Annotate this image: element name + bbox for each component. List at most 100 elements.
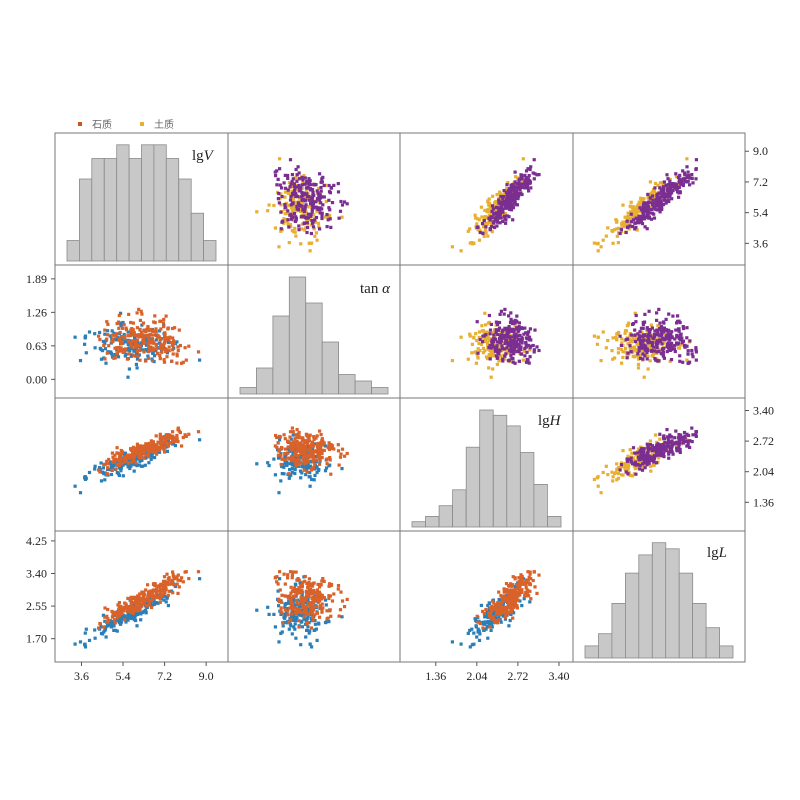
scatter-point [498,608,502,612]
scatter-point [302,609,306,613]
scatter-point [161,584,166,588]
scatter-point [312,601,316,605]
scatter-point [507,584,511,588]
scatter-point [685,336,689,340]
scatter-point [297,203,301,207]
scatter-point [317,593,322,597]
scatter-point [140,458,144,462]
scatter-point [299,613,303,617]
scatter-point [473,213,477,217]
scatter-point [297,464,301,468]
scatter-point [611,479,615,483]
scatter-point [669,332,673,337]
scatter-point [93,628,97,632]
scatter-point [286,451,290,455]
scatter-point [289,195,293,199]
scatter-point [614,335,618,340]
scatter-point [311,607,316,612]
scatter-point [520,576,524,580]
scatter-point [292,440,296,444]
scatter-point [176,578,180,582]
scatter-point [315,470,319,475]
scatter-point [515,604,519,608]
scatter-point [642,375,646,379]
scatter-point [304,635,308,639]
scatter-point [496,349,500,353]
scatter-point [306,625,310,629]
scatter-point [503,216,507,221]
scatter-point [504,221,508,225]
scatter-point [495,344,499,348]
scatter-point [477,238,482,242]
scatter-point [111,612,115,616]
scatter-point [658,207,662,211]
scatter-point [636,354,640,358]
scatter-point [691,181,695,185]
scatter-point [293,437,297,441]
scatter-point [117,610,121,614]
scatter-point [522,581,526,585]
scatter-point [656,324,660,328]
scatter-point [314,436,318,440]
scatter-point [287,601,291,605]
scatter-point [175,361,179,365]
scatter-point [637,204,641,208]
scatter-point [290,214,294,218]
scatter-point [661,435,666,439]
scatter-point [515,594,519,598]
scatter-point [302,466,306,470]
scatter-point [113,457,117,461]
scatter-point [497,212,501,216]
scatter-point [171,573,175,577]
scatter-point [300,619,304,623]
scatter-point [601,470,605,475]
scatter-point [319,583,323,587]
scatter-point [299,611,303,615]
scatter-point [677,329,681,333]
scatter-point [673,337,677,341]
scatter-point [628,348,632,352]
scatter-point [132,349,136,353]
scatter-point [284,186,288,190]
scatter-point [149,328,153,332]
scatter-point [657,307,661,311]
scatter-point [657,327,661,331]
scatter-point [314,458,319,462]
scatter-point [307,439,311,443]
scatter-point [131,332,136,337]
scatter-point [307,466,311,470]
scatter-point [297,228,301,232]
scatter-point [311,225,316,229]
scatter-point [317,448,322,452]
scatter-point [690,426,694,430]
scatter-point [505,605,509,609]
scatter-point [637,200,641,204]
scatter-point [634,349,638,353]
scatter-point [177,328,181,332]
scatter-point [645,212,649,216]
scatter-point [650,211,654,215]
scatter-point [297,586,301,590]
scatter-point [165,433,169,437]
scatter-point [653,329,657,333]
scatter-point [306,601,310,605]
scatter-point [628,473,632,477]
scatter-point [285,219,289,224]
scatter-point [638,202,642,206]
scatter-point [604,346,608,350]
scatter-point [524,169,529,173]
scatter-point [296,454,301,458]
scatter-point [285,211,289,215]
scatter-point [505,328,509,332]
scatter-point [165,449,169,453]
scatter-point [125,357,129,361]
scatter-point [163,332,167,336]
scatter-point [300,202,304,206]
scatter-point [329,443,334,447]
scatter-point [295,601,299,605]
scatter-point [288,223,292,227]
scatter-point [309,605,313,610]
scatter-point [310,208,314,212]
scatter-point [623,463,627,468]
scatter-point [283,602,287,606]
